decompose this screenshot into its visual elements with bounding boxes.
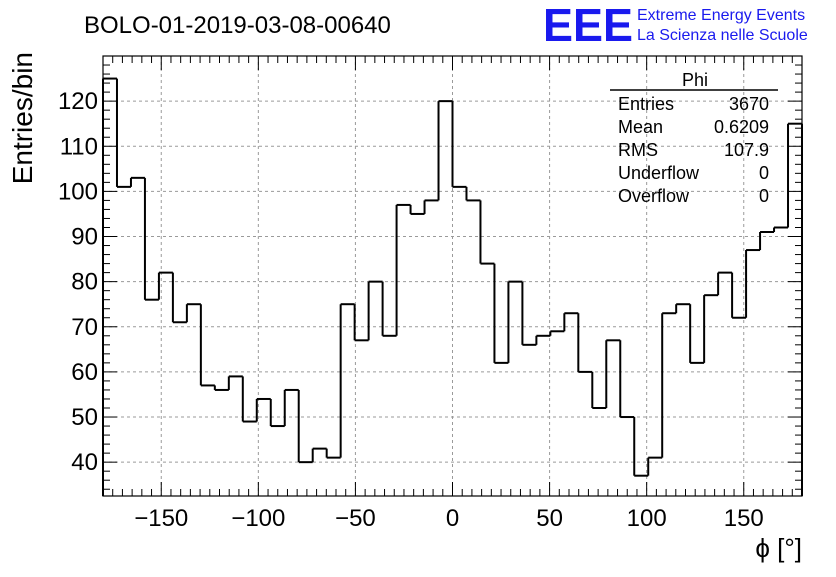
y-tick-label: 110 <box>60 133 98 160</box>
stats-row-value: 3670 <box>729 94 769 114</box>
y-tick-label: 40 <box>71 449 98 476</box>
y-tick-label: 80 <box>71 269 98 296</box>
x-tick-label: 0 <box>446 505 459 532</box>
stats-box-rows: Entries 3670 Mean 0.6209 RMS 107.9 Underflow 0 O… <box>618 94 769 206</box>
x-tick-label: 50 <box>536 505 563 532</box>
stats-box: Phi Entries 3670 Mean 0.6209 RMS 107.9 Underfl… <box>610 70 778 206</box>
stats-row-label: Entries <box>618 94 674 114</box>
x-tick-label: 150 <box>724 505 764 532</box>
plot-frame <box>102 55 803 497</box>
axis-ticks <box>103 55 802 496</box>
eee-logo-mark: EEE <box>543 0 633 51</box>
stats-row-value: 0 <box>759 163 769 183</box>
stats-row-label: RMS <box>618 140 658 160</box>
eee-logo: EEE Extreme Energy Events La Scienza nel… <box>543 0 808 51</box>
y-tick-label: 70 <box>71 314 98 341</box>
eee-logo-line2: La Scienza nelle Scuole <box>637 27 808 44</box>
y-tick-label: 120 <box>58 88 98 115</box>
y-axis-label: Entries/bin <box>7 52 38 184</box>
histogram-series <box>102 77 803 496</box>
stats-row-value: 0 <box>759 186 769 206</box>
x-tick-labels: −150 −100 −50 0 50 100 150 <box>134 505 764 532</box>
stats-row-value: 0.6209 <box>714 117 769 137</box>
stats-row-label: Underflow <box>618 163 700 183</box>
y-tick-label: 90 <box>71 224 98 251</box>
x-tick-label: −100 <box>231 505 285 532</box>
x-tick-label: −50 <box>335 505 376 532</box>
stats-box-name: Phi <box>682 70 708 90</box>
y-tick-label: 100 <box>58 178 98 205</box>
x-tick-label: −150 <box>134 505 188 532</box>
stats-row-label: Overflow <box>618 186 690 206</box>
eee-logo-line1: Extreme Energy Events <box>637 7 805 24</box>
x-tick-label: 100 <box>627 505 667 532</box>
stats-row-label: Mean <box>618 117 663 137</box>
x-axis-label: ϕ [°] <box>755 533 802 563</box>
chart-title: BOLO-01-2019-03-08-00640 <box>84 12 391 39</box>
y-tick-label: 60 <box>71 359 98 386</box>
y-tick-label: 50 <box>71 404 98 431</box>
stats-row-value: 107.9 <box>724 140 769 160</box>
y-tick-labels: 40 50 60 70 80 90 100 110 120 <box>58 88 98 476</box>
